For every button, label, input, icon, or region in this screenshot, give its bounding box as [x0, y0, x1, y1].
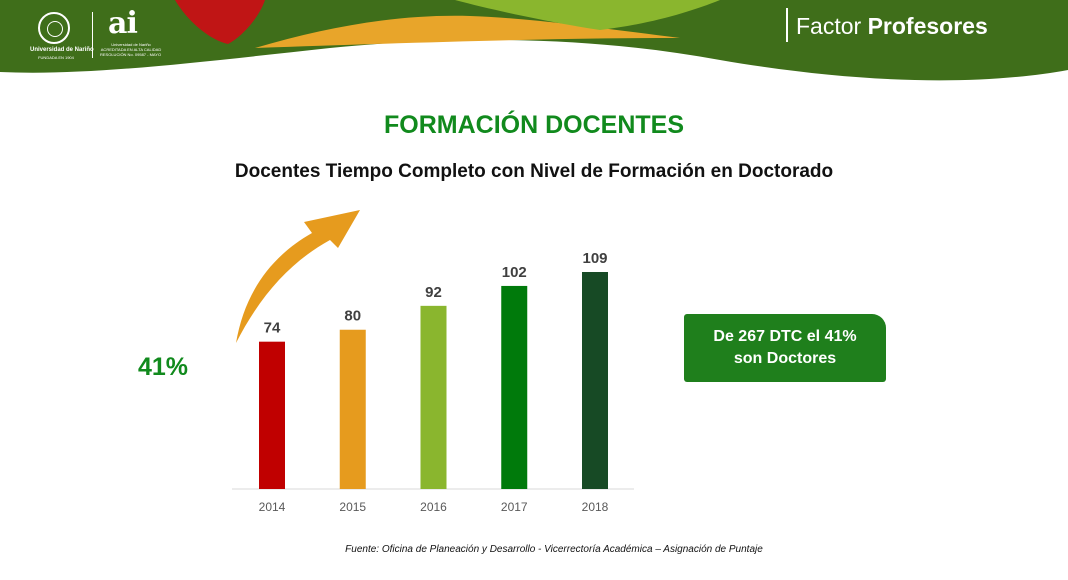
x-tick-label-2017: 2017	[501, 500, 528, 514]
summary-callout: De 267 DTC el 41% son Doctores	[684, 314, 886, 382]
source-note: Fuente: Oficina de Planeación y Desarrol…	[345, 544, 763, 555]
x-tick-label-2014: 2014	[259, 500, 286, 514]
x-tick-label-2015: 2015	[339, 500, 366, 514]
section-label-text: Factor Profesores	[796, 13, 988, 40]
data-label-2018: 109	[582, 250, 607, 267]
bar-chart: 74 2014 80 2015 92 2016 102 2017 109 2018	[232, 210, 634, 514]
bar-series: 74 2014 80 2015 92 2016 102 2017 109 2018	[259, 250, 609, 514]
x-tick-label-2018: 2018	[582, 500, 609, 514]
bar-2016	[420, 305, 447, 489]
section-label-light: Factor	[796, 13, 868, 39]
callout-line-1: De 267 DTC el 41%	[713, 328, 857, 345]
header-band: Universidad de Nariño FUNDADA EN 1904 ai…	[0, 0, 1068, 90]
x-tick-label-2016: 2016	[420, 500, 447, 514]
university-logo: Universidad de Nariño FUNDADA EN 1904 ai…	[30, 6, 165, 62]
bar-2017	[501, 285, 528, 489]
accreditation-logo-mark: ai	[108, 6, 138, 41]
accreditation-line-2: ACREDITADA EN ALTA CALIDAD	[100, 47, 162, 52]
university-founded: FUNDADA EN 1904	[38, 55, 74, 60]
section-label-bold: Profesores	[867, 13, 988, 39]
accreditation-line-1: Universidad de Nariño	[111, 42, 151, 47]
callout-line-2: son Doctores	[733, 350, 837, 367]
bar-2018	[582, 272, 608, 489]
growth-percentage: 41%	[138, 353, 189, 381]
logo-divider	[92, 12, 93, 58]
data-label-2017: 102	[502, 264, 527, 281]
data-label-2014: 74	[264, 320, 281, 337]
data-label-2015: 80	[344, 308, 361, 325]
curved-arrow-up-icon	[236, 210, 360, 343]
data-label-2016: 92	[425, 284, 442, 301]
section-label-bar	[786, 8, 788, 42]
bar-2015	[339, 329, 366, 489]
university-seal-icon	[38, 12, 70, 44]
university-name: Universidad de Nariño	[30, 47, 94, 53]
bar-2014	[259, 341, 285, 489]
header-decoration	[0, 0, 1068, 81]
accreditation-line-3: RESOLUCIÓN No. 09587 - MAYO 23 DE 2017	[100, 52, 162, 57]
page-title: FORMACIÓN DOCENTES	[384, 111, 684, 139]
chart-title: Docentes Tiempo Completo con Nivel de Fo…	[234, 161, 834, 182]
